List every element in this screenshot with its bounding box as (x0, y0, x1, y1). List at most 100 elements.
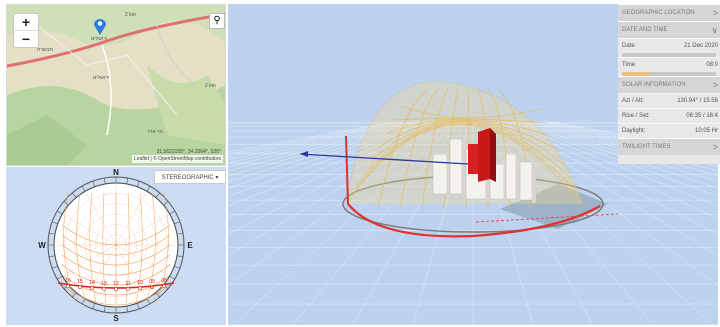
azimuth-tick (51, 221, 58, 225)
building (432, 153, 448, 195)
section-twilight-times[interactable]: TWILIGHT TIMES > (618, 138, 720, 155)
azimuth-tick (177, 255, 184, 258)
section-title: SOLAR INFORMATION (622, 82, 686, 88)
date-label: Date (622, 43, 635, 49)
section-solar-information[interactable]: SOLAR INFORMATION > (618, 76, 720, 93)
azimuth-tick (48, 255, 55, 258)
azimuth-tick (174, 221, 181, 225)
azimuth-tick (51, 265, 58, 269)
hour-label: 12 (113, 281, 119, 287)
grid-line (228, 121, 402, 158)
hour-arc (102, 192, 107, 304)
azimuth-tick (155, 292, 160, 298)
hour-arc (125, 192, 130, 304)
compass-east-label: E (187, 241, 193, 250)
grid-line (228, 121, 446, 235)
time-slider-fill (622, 72, 651, 76)
hour-point (78, 285, 82, 290)
azimuth-tick (72, 292, 77, 298)
coordinates-readout: 31.5623155°, 34.2564°, 520° (156, 149, 221, 155)
place-label: הר אדר (147, 129, 163, 135)
highlighted-building-side (490, 128, 496, 182)
chevron-down-icon: ∨ (711, 25, 718, 35)
azimuth-tick (48, 232, 55, 235)
azimuth-tick (169, 275, 176, 280)
map-tiles (7, 5, 225, 165)
grid-line (228, 121, 450, 256)
scale-label-right: 2 km (205, 83, 216, 89)
grid-line (228, 121, 426, 182)
hour-point (102, 286, 106, 291)
north-axis-line (299, 153, 469, 165)
hour-label: 14 (89, 280, 95, 286)
scale-label-top: 2 km (125, 12, 136, 18)
compass-south-label: S (113, 314, 119, 323)
projection-mode-button[interactable]: STEREOGRAPHIC ▾ (154, 170, 226, 184)
hour-label: 08 (161, 278, 167, 284)
rise-set-value: 06:35 / 16:4 (686, 113, 718, 119)
dome-arc (345, 124, 584, 208)
marker-label: ירושלים (91, 36, 108, 42)
buildings (432, 128, 536, 203)
building-side (462, 142, 466, 197)
grid-line (500, 121, 718, 235)
zoom-in-button[interactable]: + (14, 14, 38, 31)
section-title: GEOGRAPHIC LOCATION (622, 10, 695, 16)
azimuth-tick (103, 177, 106, 184)
hour-point (162, 284, 166, 288)
date-value[interactable]: 21 Dec 2020 (683, 43, 718, 49)
zoom-out-button[interactable]: − (21, 31, 31, 47)
section-title: TWILIGHT TIMES (622, 144, 671, 150)
azimuth-tick (103, 306, 106, 313)
building (505, 153, 517, 200)
time-slider[interactable] (622, 72, 716, 76)
arrow-icon (300, 151, 308, 157)
highlighted-building (478, 128, 490, 182)
azimuth-tick (174, 265, 181, 269)
hour-label: 15 (77, 279, 83, 285)
time-value[interactable]: 08:0 (706, 62, 718, 68)
building (449, 138, 463, 195)
grid-line (232, 121, 458, 325)
grid-line (504, 121, 718, 219)
azimuth-line (115, 244, 148, 299)
azimuth-tick (81, 185, 86, 192)
azimuth-tick (155, 192, 160, 198)
hour-point (66, 284, 70, 288)
hour-point (126, 286, 130, 291)
grid-line (228, 121, 422, 177)
location-marker-icon[interactable] (93, 17, 107, 35)
azimuth-line (115, 213, 170, 246)
hour-point (114, 287, 118, 291)
grid-line (488, 121, 714, 325)
dome-arc (393, 118, 548, 124)
map-attribution[interactable]: Leaflet | © OpenStreetMap contributors (132, 155, 223, 163)
date-row[interactable]: Date 21 Dec 2020 (618, 38, 720, 53)
rise-set-label: Rise / Set: (622, 113, 650, 119)
azimuth-line (62, 244, 117, 277)
azimuth-line (115, 191, 148, 246)
time-row[interactable]: Time 08:0 (618, 57, 720, 72)
grid-line (512, 121, 718, 197)
hour-label: 09 (149, 279, 155, 285)
daylight-row: Daylight: 10:05 Hr (618, 123, 720, 138)
east-axis-line (475, 213, 619, 223)
hour-label: 10 (137, 280, 143, 286)
hour-arc (63, 192, 77, 304)
compass-west-label: W (38, 241, 46, 250)
section-geographic-location[interactable]: GEOGRAPHIC LOCATION > (618, 4, 720, 21)
section-date-time[interactable]: DATE AND TIME ∨ (618, 21, 720, 38)
azimuth-tick (146, 298, 151, 305)
azimuth-line (84, 244, 117, 299)
date-slider[interactable] (622, 53, 716, 57)
map-search-button[interactable]: ⚲ (209, 13, 225, 29)
hour-point (150, 285, 154, 290)
compass-north-label: N (113, 168, 119, 177)
time-label: Time (622, 62, 636, 68)
stereographic-dial: 16 15 14 13 12 11 10 09 08 N S W E (38, 168, 193, 323)
map-panel[interactable]: + − ⚲ ירושלים 2 km 2 km מבשרת ירושלים הר… (6, 4, 226, 166)
grid-line (228, 121, 438, 207)
daylight-label: Daylight: (622, 128, 646, 134)
azimuth-tick (136, 180, 140, 187)
hour-label: 11 (125, 281, 130, 287)
